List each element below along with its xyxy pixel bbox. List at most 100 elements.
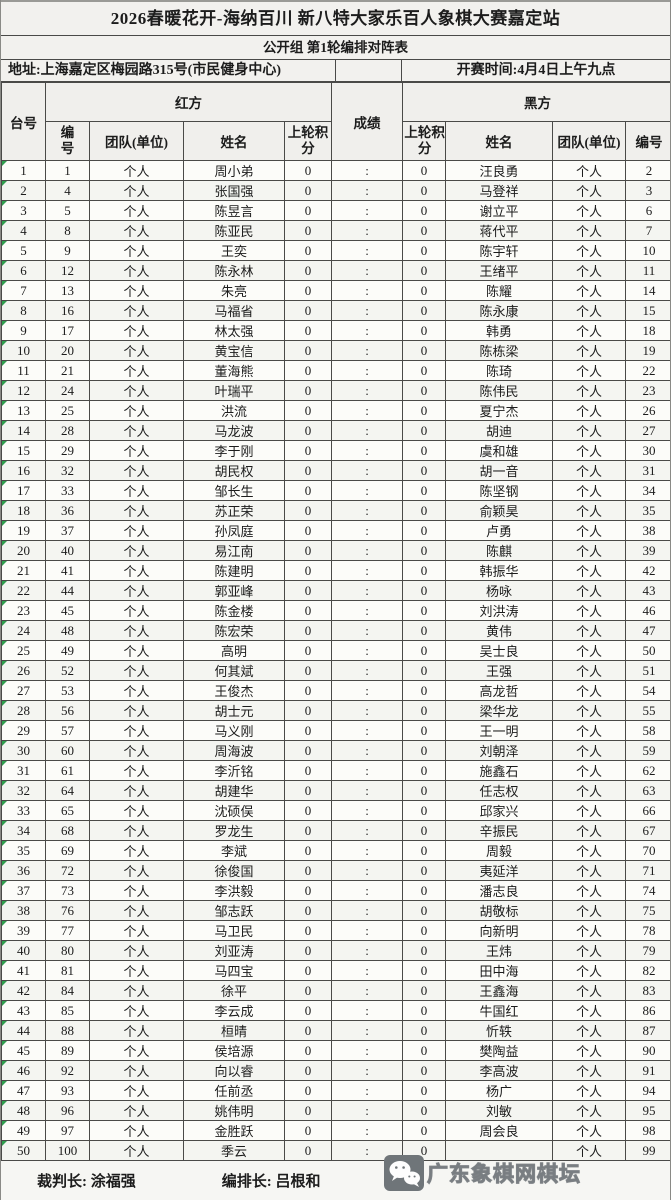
score-separator: : [331,160,403,181]
black-team: 个人 [552,420,626,441]
black-team: 个人 [552,760,626,781]
black-player-no: 47 [625,620,670,641]
score-separator: : [331,800,403,821]
red-name: 孙凤庭 [183,520,285,541]
red-team: 个人 [89,240,184,261]
black-name: 马登祥 [445,180,553,201]
board-no: 3 [1,200,46,221]
board-no: 13 [1,400,46,421]
red-player-no: 93 [45,1080,90,1101]
red-player-no: 9 [45,240,90,261]
black-prev-points: 0 [402,440,446,461]
black-team: 个人 [552,920,626,941]
red-prev-points: 0 [284,980,332,1001]
score-separator: : [331,300,403,321]
red-prev-points: 0 [284,920,332,941]
red-team: 个人 [89,960,184,981]
red-prev-points: 0 [284,360,332,381]
black-player-no: 91 [625,1060,670,1081]
red-player-no: 29 [45,440,90,461]
table-row: 12 24 个人 叶瑞平 0:0 陈伟民 个人 23 [1,380,670,401]
black-team: 个人 [552,900,626,921]
black-team: 个人 [552,800,626,821]
red-prev-points: 0 [284,180,332,201]
header-sub-row: 编号 团队(单位) 姓名 上轮积分 上轮积分 姓名 团队(单位) 编号 [2,121,670,161]
score-separator: : [331,760,403,781]
black-prev-points: 0 [402,400,446,421]
black-name: 汪良勇 [445,160,553,181]
table-row: 32 64 个人 胡建华 0:0 任志权 个人 63 [1,780,670,801]
black-team: 个人 [552,340,626,361]
table-row: 2 4 个人 张国强 0:0 马登祥 个人 3 [1,180,670,201]
red-team: 个人 [89,1140,184,1161]
black-prev-points: 0 [402,360,446,381]
black-name: 辛振民 [445,820,553,841]
red-player-no: 56 [45,700,90,721]
header-black-prev-points-label: 上轮积分 [404,124,445,156]
black-prev-points: 0 [402,500,446,521]
black-player-no: 87 [625,1020,670,1041]
red-name: 洪流 [183,400,285,421]
table-row: 30 60 个人 周海波 0:0 刘朝泽 个人 59 [1,740,670,761]
black-prev-points: 0 [402,1120,446,1141]
red-prev-points: 0 [284,680,332,701]
score-separator: : [331,420,403,441]
board-no: 5 [1,240,46,261]
table-row: 5 9 个人 王奕 0:0 陈宇轩 个人 10 [1,240,670,261]
black-team: 个人 [552,1000,626,1021]
pairing-table: 台号 红方 成绩 黑方 编号 团队(单位) 姓名 上轮积分 上轮积分 姓名 团队… [1,82,670,1161]
red-prev-points: 0 [284,480,332,501]
table-row: 7 13 个人 朱亮 0:0 陈耀 个人 14 [1,280,670,301]
black-name: 王绪平 [445,260,553,281]
board-no: 36 [1,860,46,881]
black-prev-points: 0 [402,520,446,541]
score-separator: : [331,180,403,201]
table-row: 27 53 个人 王俊杰 0:0 高龙哲 个人 54 [1,680,670,701]
red-player-no: 69 [45,840,90,861]
red-name: 郭亚峰 [183,580,285,601]
black-name: 忻轶 [445,1020,553,1041]
red-player-no: 96 [45,1100,90,1121]
black-player-no: 70 [625,840,670,861]
black-team: 个人 [552,980,626,1001]
red-team: 个人 [89,280,184,301]
black-player-no: 75 [625,900,670,921]
red-prev-points: 0 [284,960,332,981]
red-prev-points: 0 [284,760,332,781]
black-name [445,1140,553,1161]
red-team: 个人 [89,660,184,681]
black-name: 陈耀 [445,280,553,301]
black-prev-points: 0 [402,660,446,681]
black-prev-points: 0 [402,600,446,621]
red-player-no: 41 [45,560,90,581]
red-team: 个人 [89,940,184,961]
page-title: 2026春暖花开-海纳百川 新八特大家乐百人象棋大赛嘉定站 [1,0,670,36]
red-prev-points: 0 [284,1040,332,1061]
red-name: 陈建明 [183,560,285,581]
red-name: 季云 [183,1140,285,1161]
black-name: 胡迪 [445,420,553,441]
red-name: 桓晴 [183,1020,285,1041]
black-team: 个人 [552,400,626,421]
board-no: 32 [1,780,46,801]
red-player-no: 72 [45,860,90,881]
score-separator: : [331,440,403,461]
black-prev-points: 0 [402,800,446,821]
black-team: 个人 [552,220,626,241]
red-team: 个人 [89,380,184,401]
red-prev-points: 0 [284,320,332,341]
black-team: 个人 [552,480,626,501]
black-team: 个人 [552,940,626,961]
black-team: 个人 [552,280,626,301]
black-player-no: 99 [625,1140,670,1161]
red-prev-points: 0 [284,840,332,861]
score-separator: : [331,220,403,241]
red-team: 个人 [89,180,184,201]
score-separator: : [331,1140,403,1161]
red-name: 邹志跃 [183,900,285,921]
red-name: 叶瑞平 [183,380,285,401]
black-team: 个人 [552,360,626,381]
black-name: 韩振华 [445,560,553,581]
black-prev-points: 0 [402,280,446,301]
table-row: 23 45 个人 陈金楼 0:0 刘洪涛 个人 46 [1,600,670,621]
